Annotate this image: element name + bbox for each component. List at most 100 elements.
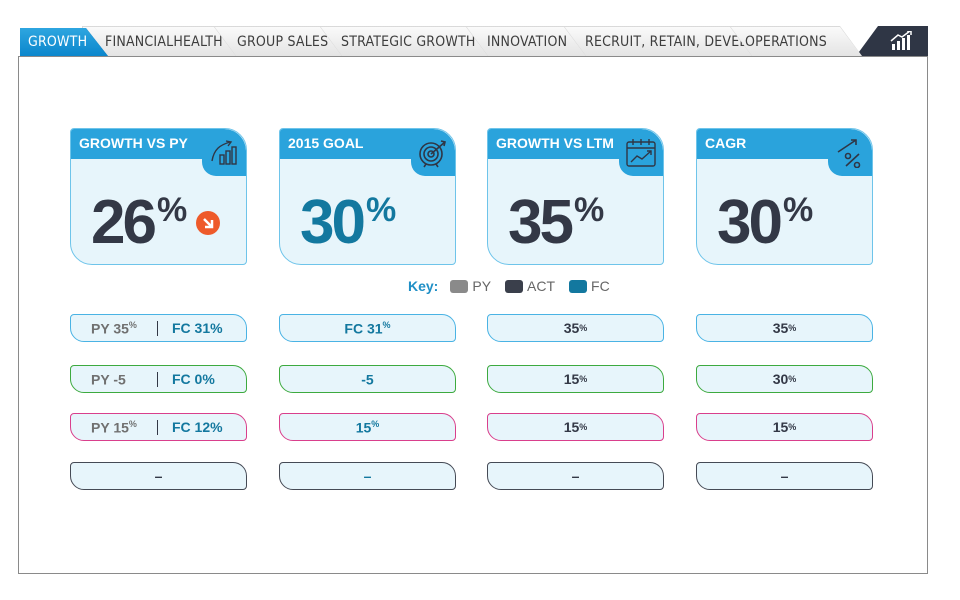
metric-pill: FC 31% (279, 314, 456, 342)
bar-chart-growth-icon (890, 31, 912, 50)
card-title: GROWTH VS LTM (488, 129, 622, 159)
py-unit: % (128, 418, 137, 429)
card-value: 35% (508, 175, 604, 258)
key-label: FC (591, 278, 610, 294)
fc-swatch (569, 279, 588, 293)
legend-key: Key: PY ACT FC (408, 278, 624, 294)
metric-pill: PY 15% FC 12% (70, 413, 247, 441)
pill-unit: % (371, 418, 380, 429)
metric-pill: -5 (279, 365, 456, 393)
metric-pill: 15% (279, 413, 456, 441)
kpi-card-cagr: CAGR 30% (696, 128, 873, 265)
kpi-card-growth-vs-ltm: GROWTH VS LTM 35% (487, 128, 664, 265)
value-number: 26 (91, 188, 157, 257)
py-text: PY -5 (91, 371, 126, 388)
pill-text: 15 (563, 371, 580, 387)
tab-label: INNOVATION (465, 27, 586, 56)
metric-pill: – (279, 462, 456, 490)
tab-label: FINANCIALHEALTH (83, 27, 236, 56)
tab-label: STRATEGIC GROWTH (319, 27, 488, 56)
pill-unit: % (788, 422, 797, 432)
card-value: 26% (91, 175, 187, 258)
separator (157, 320, 158, 336)
tab-recruit-retain-develop[interactable]: RECRUIT, RETAIN, DEVELOP (562, 26, 752, 56)
tab-label: GROWTH (20, 28, 108, 56)
kpi-card-growth-vs-py: GROWTH VS PY 26% (70, 128, 247, 265)
card-title: GROWTH VS PY (71, 129, 205, 159)
tab-bar: OPERATIONS RECRUIT, RETAIN, DEVELOP INNO… (20, 22, 928, 58)
pill-text: 30 (772, 371, 789, 387)
target-icon (419, 139, 446, 167)
pill-text: FC 31 (344, 320, 383, 337)
value-unit: % (365, 191, 397, 229)
tab-financialhealth[interactable]: FINANCIALHEALTH (82, 26, 236, 56)
metric-pill: 15% (696, 413, 873, 441)
pill-unit: % (788, 323, 797, 333)
fc-value: FC 31% (172, 320, 223, 336)
fc-value: -5 (361, 371, 374, 388)
tab-innovation[interactable]: INNOVATION (464, 26, 586, 56)
py-value: PY 15% (91, 419, 157, 436)
growth-arrow-bars-icon (211, 139, 237, 165)
pill-unit: % (788, 374, 797, 384)
calendar-chart-icon (626, 138, 656, 167)
value-number: 35 (508, 188, 574, 257)
tab-group-sales[interactable]: GROUP SALES (214, 26, 342, 56)
pill-text: – (571, 468, 580, 484)
key-item-py: PY (450, 278, 491, 294)
card-value: 30% (300, 175, 396, 258)
pill-text: 15 (772, 419, 789, 435)
py-swatch (450, 279, 469, 293)
pill-text: – (363, 468, 372, 484)
metric-pill: 35% (696, 314, 873, 342)
separator (157, 419, 158, 435)
down-arrow-icon (196, 211, 220, 235)
fc-value: FC 0% (172, 371, 215, 387)
card-title: 2015 GOAL (280, 129, 414, 159)
fc-value: FC 31% (344, 320, 390, 337)
pill-text: -5 (361, 371, 374, 388)
metric-pill: 15% (487, 365, 664, 393)
py-text: PY 15 (91, 419, 129, 436)
tab-growth[interactable]: GROWTH (20, 28, 108, 56)
pill-text: 15 (355, 419, 372, 436)
chart-tab[interactable] (856, 26, 928, 56)
kpi-card-2015-goal: 2015 GOAL 30% (279, 128, 456, 265)
tab-strategic-growth[interactable]: STRATEGIC GROWTH (318, 26, 488, 56)
fc-value: FC 12% (172, 419, 223, 435)
py-value: PY -5 (91, 371, 157, 388)
key-title: Key: (408, 278, 439, 294)
tab-label: RECRUIT, RETAIN, DEVELOP (563, 27, 752, 56)
pill-text: 35 (563, 320, 580, 336)
value-number: 30 (717, 188, 783, 257)
value-number: 30 (300, 188, 366, 257)
metric-pill: – (487, 462, 664, 490)
pill-unit: % (579, 323, 588, 333)
pill-unit: % (579, 374, 588, 384)
card-value: 30% (717, 175, 813, 258)
fc-value: 15% (356, 419, 380, 436)
percent-growth-icon (837, 138, 861, 168)
card-icon-box (828, 129, 872, 176)
value-unit: % (573, 191, 605, 229)
pill-unit: % (579, 422, 588, 432)
py-unit: % (128, 319, 137, 330)
metric-pill: 30% (696, 365, 873, 393)
card-icon-box (411, 129, 455, 176)
key-item-fc: FC (569, 278, 610, 294)
pill-text: – (780, 468, 789, 484)
metric-pill: – (696, 462, 873, 490)
pill-text: – (154, 468, 163, 484)
separator (157, 371, 158, 387)
metric-pill: – (70, 462, 247, 490)
card-icon-box (202, 129, 246, 176)
value-unit: % (782, 191, 814, 229)
py-text: PY 35 (91, 320, 129, 337)
value-unit: % (156, 191, 188, 229)
act-swatch (505, 279, 524, 293)
card-icon-box (619, 129, 663, 176)
card-title: CAGR (697, 129, 831, 159)
key-item-act: ACT (505, 278, 555, 294)
metric-pill: 15% (487, 413, 664, 441)
py-value: PY 35% (91, 320, 157, 337)
